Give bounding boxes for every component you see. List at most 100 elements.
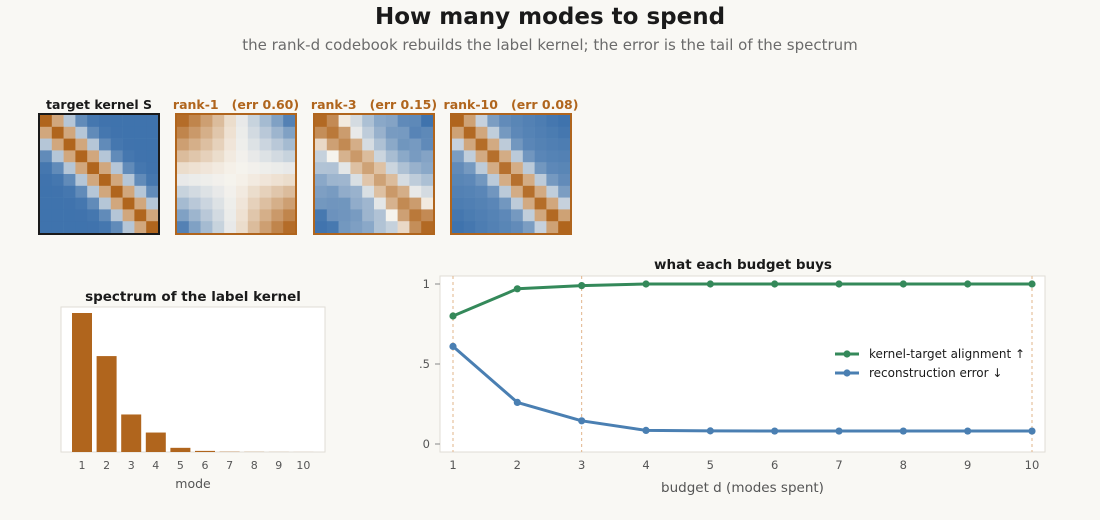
heatmap-cell	[463, 162, 476, 175]
heatmap-cell	[271, 209, 284, 222]
heatmap-cell	[75, 126, 88, 139]
heatmap-cell	[522, 126, 535, 139]
heatmap-cell	[421, 126, 433, 139]
heatmap-cell	[271, 115, 284, 128]
heatmap-cell	[224, 197, 237, 210]
heatmap-cell	[452, 162, 465, 175]
spectrum-bar	[72, 313, 92, 452]
heatmap-cell	[511, 150, 524, 163]
x-tick-label: 9	[964, 458, 971, 472]
heatmap-cell	[362, 174, 375, 187]
heatmap-cell	[499, 115, 512, 128]
x-tick-label: 8	[900, 458, 907, 472]
heatmap-cell	[51, 185, 64, 198]
heatmap-cell	[385, 221, 398, 233]
heatmap-cell	[326, 138, 339, 151]
heatmap-cell	[534, 115, 547, 128]
heatmap-cell	[122, 174, 135, 187]
heatmap-cell	[283, 138, 295, 151]
heatmap-cell	[188, 221, 201, 233]
heatmap-cell	[326, 185, 339, 198]
heatmap-cell	[51, 150, 64, 163]
heatmap-cell	[362, 221, 375, 233]
heatmap-cell	[546, 185, 559, 198]
heatmap-cell	[385, 126, 398, 139]
heatmap-cell	[499, 185, 512, 198]
heatmap-cell	[271, 162, 284, 175]
heatmap-cell	[224, 138, 237, 151]
heatmap-cell	[315, 185, 328, 198]
heatmap-cell	[146, 185, 158, 198]
heatmap-cell	[177, 126, 190, 139]
heatmap-cell	[315, 126, 328, 139]
heatmap-cell	[452, 115, 465, 128]
heatmap-cell	[63, 197, 76, 210]
heatmap-cell	[99, 174, 112, 187]
heatmap-cell	[315, 138, 328, 151]
heatmap-cell	[40, 185, 53, 198]
heatmap-cell	[338, 115, 351, 128]
heatmap-cell	[326, 115, 339, 128]
heatmap-cell	[271, 197, 284, 210]
heatmap-cell	[259, 197, 272, 210]
heatmap-cell	[362, 138, 375, 151]
heatmap-cell	[224, 150, 237, 163]
heatmap-cell	[224, 185, 237, 198]
line-plot-area	[439, 275, 1046, 453]
heatmap-cell	[534, 185, 547, 198]
heatmap-cell	[546, 138, 559, 151]
heatmap-cell	[188, 150, 201, 163]
heatmap-cell	[385, 162, 398, 175]
heatmap-cell	[452, 209, 465, 222]
heatmap-cell	[374, 126, 387, 139]
heatmap-cell	[463, 209, 476, 222]
heatmap-cell	[338, 162, 351, 175]
heatmap-cell	[475, 174, 488, 187]
heatmap-cell	[63, 174, 76, 187]
heatmap-cell	[338, 221, 351, 233]
heatmap-cell	[212, 138, 225, 151]
heatmap-cell	[188, 115, 201, 128]
heatmap-cell	[522, 162, 535, 175]
heatmap-cell	[409, 126, 422, 139]
heatmap-cell	[259, 126, 272, 139]
heatmap-cell	[283, 221, 295, 233]
heatmap-cell	[63, 150, 76, 163]
x-tick-label: 5	[707, 458, 714, 472]
heatmap-cell	[99, 221, 112, 233]
heatmap-cell	[200, 126, 213, 139]
heatmap-cell	[122, 197, 135, 210]
budget-line-chart: 0 .5 1 1 2 3 4 5 6 7 8 9 10 budget d (modes spent) ker…	[419, 275, 1046, 496]
heatmap-cell	[350, 150, 363, 163]
heatmap-cell	[534, 126, 547, 139]
x-tick-label: 4	[642, 458, 649, 472]
heatmap-cell	[511, 138, 524, 151]
heatmap-cell	[315, 115, 328, 128]
heatmap-cell	[350, 126, 363, 139]
heatmap-cell	[338, 197, 351, 210]
heatmap-cell	[558, 209, 570, 222]
heatmap-cell	[51, 209, 64, 222]
heatmap-cell	[374, 115, 387, 128]
x-tick-label: 6	[771, 458, 778, 472]
heatmap-cell	[259, 185, 272, 198]
heatmap-cell	[122, 138, 135, 151]
heatmap-cell	[409, 209, 422, 222]
heatmap-cell	[350, 197, 363, 210]
heatmap-cell	[146, 115, 158, 128]
alignment-point	[449, 312, 457, 320]
x-tick-label: 8	[251, 459, 258, 472]
heatmap-cell	[134, 126, 147, 139]
x-axis-label: budget d (modes spent)	[661, 480, 824, 496]
heatmap-cell	[87, 209, 100, 222]
heatmap-cell	[558, 174, 570, 187]
heatmap-cell	[511, 221, 524, 233]
heatmap-cell	[326, 209, 339, 222]
heatmap-cell	[409, 185, 422, 198]
heatmap-cell	[362, 115, 375, 128]
heatmap-cell	[463, 115, 476, 128]
legend-marker	[843, 350, 851, 358]
heatmap-cell	[87, 197, 100, 210]
heatmap-cell	[338, 185, 351, 198]
heatmap-cell	[122, 126, 135, 139]
